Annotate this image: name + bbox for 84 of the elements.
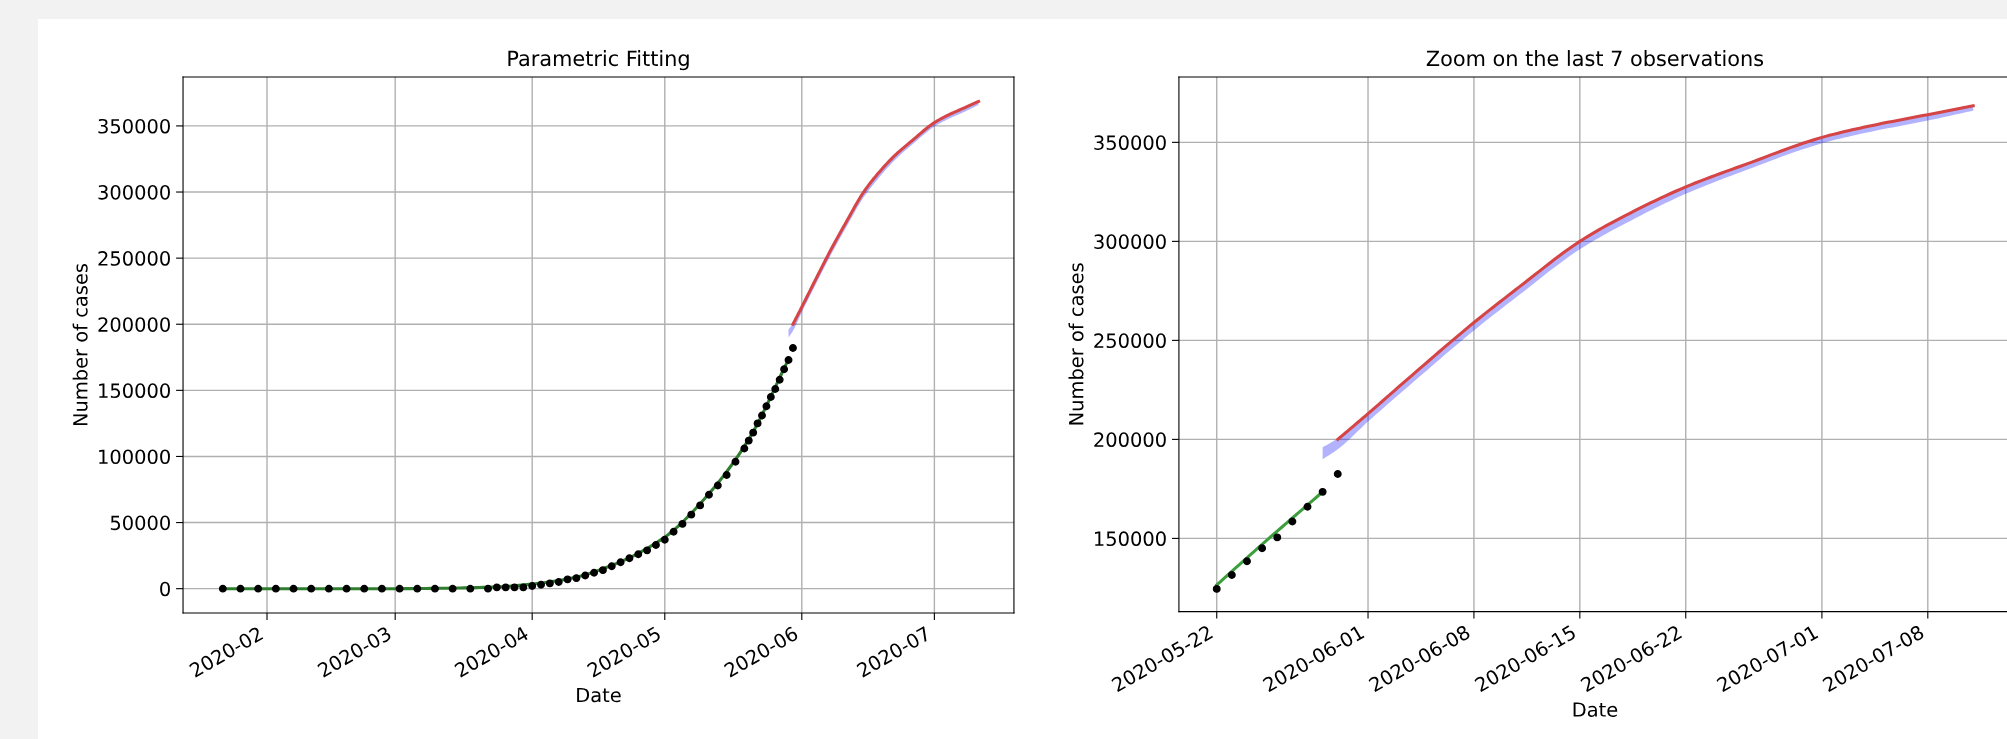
y-tick-label: 100000: [99, 449, 170, 465]
x-axis-title: Date: [577, 687, 621, 703]
y-tick-label: 0: [160, 581, 170, 597]
point: [1303, 502, 1312, 511]
point: [324, 584, 333, 593]
chart-title: Parametric Fitting: [508, 50, 689, 71]
y-axis-title: Number of cases: [1068, 263, 1084, 425]
point: [722, 471, 731, 479]
point: [669, 527, 678, 536]
y-tick-label: 150000: [1095, 531, 1166, 547]
point: [705, 490, 713, 499]
point: [758, 411, 766, 420]
point: [651, 541, 660, 549]
point: [753, 419, 762, 428]
point: [466, 584, 475, 593]
y-tick-label: 350000: [98, 118, 170, 134]
point: [537, 580, 545, 589]
point: [581, 571, 590, 580]
point: [744, 436, 753, 445]
point: [660, 535, 669, 544]
point: [1258, 544, 1267, 553]
point: [598, 566, 607, 575]
point: [740, 444, 749, 453]
y-tick-label: 300000: [98, 184, 170, 200]
point: [448, 584, 457, 593]
point: [780, 365, 789, 374]
point: [607, 562, 616, 571]
point: [519, 583, 528, 592]
point: [563, 575, 572, 584]
point: [749, 428, 758, 437]
point: [395, 584, 404, 593]
point: [528, 582, 537, 590]
point: [501, 583, 510, 592]
point: [713, 481, 722, 490]
point: [218, 584, 227, 593]
point: [616, 558, 625, 567]
y-axis-title: Number of cases: [72, 263, 88, 426]
point: [625, 554, 634, 563]
point: [775, 375, 784, 384]
point: [271, 584, 280, 593]
y-tick-label: 200000: [98, 317, 170, 332]
y-tick-label: 150000: [99, 383, 170, 399]
point: [554, 578, 563, 587]
point: [377, 584, 386, 593]
point: [643, 546, 652, 555]
point: [687, 510, 696, 519]
point: [634, 550, 643, 559]
point: [413, 584, 422, 593]
point: [1273, 533, 1282, 542]
point: [510, 583, 519, 592]
y-tick-label: 200000: [1094, 432, 1166, 448]
point: [1212, 584, 1221, 593]
point: [762, 402, 771, 411]
point: [492, 583, 501, 592]
point: [784, 355, 793, 364]
y-tick-label: 250000: [1094, 333, 1166, 349]
point: [572, 574, 581, 583]
point: [307, 584, 316, 593]
y-tick-label: 300000: [1094, 234, 1166, 250]
point: [236, 584, 245, 593]
point: [771, 385, 780, 393]
point: [254, 584, 263, 593]
point: [789, 344, 797, 352]
x-axis-title: Date: [1573, 702, 1618, 717]
point: [1288, 517, 1297, 526]
point: [1243, 557, 1251, 566]
point: [731, 457, 740, 466]
point: [1333, 470, 1342, 478]
point: [360, 584, 369, 593]
point: [766, 393, 775, 401]
chart-title: Zoom on the last 7 observations: [1426, 50, 1764, 67]
point: [1318, 487, 1327, 496]
y-tick-label: 350000: [1094, 135, 1166, 151]
point: [678, 519, 687, 528]
point: [431, 584, 439, 593]
point: [342, 584, 351, 593]
point: [484, 584, 492, 593]
point: [696, 501, 705, 510]
y-tick-label: 50000: [110, 515, 170, 531]
point: [289, 584, 298, 593]
point: [590, 568, 599, 577]
point: [1227, 571, 1236, 579]
y-tick-label: 250000: [98, 251, 170, 266]
point: [545, 579, 554, 588]
